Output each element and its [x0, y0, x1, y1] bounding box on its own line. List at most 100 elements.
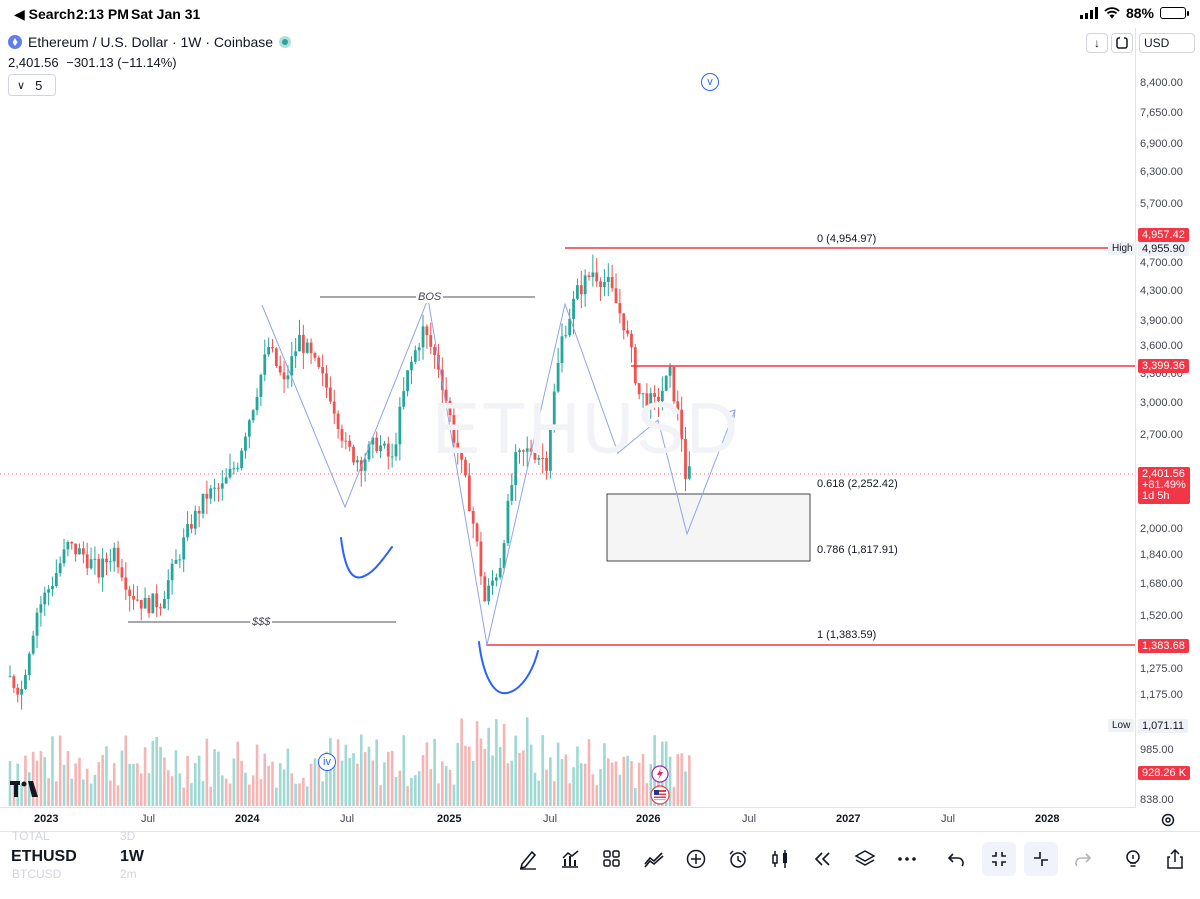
candle-body: [255, 396, 259, 411]
candle-body: [166, 580, 170, 600]
candle-body: [78, 548, 81, 555]
candle-body: [213, 487, 216, 489]
candle-body: [630, 333, 633, 348]
volume-bar: [85, 768, 89, 806]
candle-body: [614, 288, 618, 304]
fullscreen-button[interactable]: [1111, 33, 1133, 53]
corner-collapse-icon: [1034, 852, 1048, 866]
redo-button[interactable]: [1066, 842, 1100, 876]
fib-level-786-label: 0.786 (1,817.91): [817, 544, 898, 556]
price-chart[interactable]: [0, 28, 1200, 831]
volume-bar: [236, 741, 240, 806]
candle-body: [93, 558, 97, 560]
undo-button[interactable]: [939, 842, 973, 876]
objects-tree-button[interactable]: [848, 842, 882, 876]
volume-bar: [483, 749, 487, 806]
indicators-button[interactable]: [553, 842, 587, 876]
ghost-watchlist-symbol-bottom[interactable]: BTCUSD: [12, 867, 62, 881]
tradingview-logo-icon: [10, 781, 38, 797]
fib-level-0-label: 0 (4,954.97): [817, 233, 877, 245]
ghost-watchlist-interval-top[interactable]: 3D: [120, 829, 136, 843]
indicators-chart-icon: [562, 850, 579, 868]
price-axis-label: 5,700.00: [1140, 198, 1183, 210]
volume-bar: [433, 738, 436, 806]
volume-bar: [275, 787, 278, 806]
candle-body: [429, 335, 433, 347]
candle-body: [622, 313, 626, 331]
volume-bar: [383, 762, 386, 806]
time-axis-label: 2027: [836, 813, 861, 825]
volume-bar: [70, 778, 74, 806]
candle-body: [217, 487, 220, 489]
candle-body: [224, 477, 228, 484]
symbol-selector[interactable]: ETHUSD: [11, 848, 77, 865]
volume-bar: [224, 778, 228, 806]
candle-body: [143, 598, 147, 609]
volume-bar: [163, 757, 166, 806]
candle-body: [271, 346, 274, 349]
candle-body: [440, 369, 444, 390]
tradingview-logo[interactable]: [10, 780, 40, 803]
fib-zone-box: [606, 493, 811, 562]
candle-body: [653, 393, 657, 397]
chart-legend[interactable]: Ethereum / U.S. Dollar · 1W · Coinbase: [8, 34, 292, 50]
volume-bar: [213, 749, 216, 806]
candle-body: [491, 580, 494, 586]
focus-mode-button[interactable]: [1024, 842, 1058, 876]
candle-body: [494, 577, 498, 581]
volume-bar: [255, 744, 259, 806]
candle-body: [294, 351, 298, 357]
high-chip: High: [1108, 242, 1137, 255]
candle-body: [282, 372, 286, 380]
elliott-wave-iv-badge[interactable]: iv: [318, 753, 336, 771]
add-button[interactable]: [679, 842, 713, 876]
layouts-button[interactable]: [595, 842, 629, 876]
volume-bar: [28, 772, 31, 806]
candle-body: [47, 589, 50, 593]
volume-bar: [58, 735, 62, 806]
price-axis-label: 2,700.00: [1140, 429, 1183, 441]
candle-body: [309, 342, 313, 354]
candle-body: [595, 272, 599, 282]
symbol-title[interactable]: Ethereum / U.S. Dollar · 1W · Coinbase: [28, 34, 274, 50]
interval-selector[interactable]: 1W: [120, 848, 144, 865]
currency-select[interactable]: USD: [1139, 33, 1195, 53]
candle-body: [193, 510, 197, 529]
volume-bar: [572, 767, 575, 806]
volume-bar: [595, 785, 599, 806]
alerts-button[interactable]: [721, 842, 755, 876]
candle-body: [201, 493, 205, 514]
ideas-button[interactable]: [1116, 842, 1150, 876]
candle-body: [43, 592, 47, 605]
exit-fullscreen-button[interactable]: [982, 842, 1016, 876]
volume-bar: [672, 786, 676, 806]
more-button[interactable]: [890, 842, 924, 876]
ghost-watchlist-interval-bottom[interactable]: 2m: [120, 867, 137, 881]
indicators-toggle-button[interactable]: ∨ 5: [8, 74, 56, 96]
candle-body: [549, 429, 552, 471]
replay-button[interactable]: [806, 842, 840, 876]
download-button[interactable]: ↓: [1086, 33, 1108, 53]
volume-bar: [240, 760, 243, 806]
candle-body: [687, 466, 691, 479]
volume-bar: [336, 739, 340, 806]
share-button[interactable]: [1158, 842, 1192, 876]
chart-type-button[interactable]: [763, 842, 797, 876]
ghost-watchlist-symbol-top[interactable]: TOTAL: [12, 829, 50, 843]
volume-bar: [348, 758, 351, 806]
candle-body: [70, 542, 74, 544]
back-to-search-link[interactable]: ◀ Search: [14, 6, 76, 22]
chevron-down-icon: ∨: [17, 79, 26, 92]
redo-icon: [1075, 853, 1092, 867]
volume-bar: [456, 742, 460, 806]
fib-level-1-label: 1 (1,383.59): [817, 629, 877, 641]
compare-button[interactable]: [637, 842, 671, 876]
candle-body: [375, 437, 379, 452]
event-markers[interactable]: [648, 764, 672, 808]
elliott-wave-v-badge[interactable]: v: [701, 73, 719, 91]
drawing-tools-button[interactable]: [511, 842, 545, 876]
candle-body: [483, 576, 487, 602]
candle-body: [487, 585, 491, 602]
candle-body: [116, 547, 120, 568]
chart-settings-gear-icon[interactable]: [1159, 811, 1177, 829]
